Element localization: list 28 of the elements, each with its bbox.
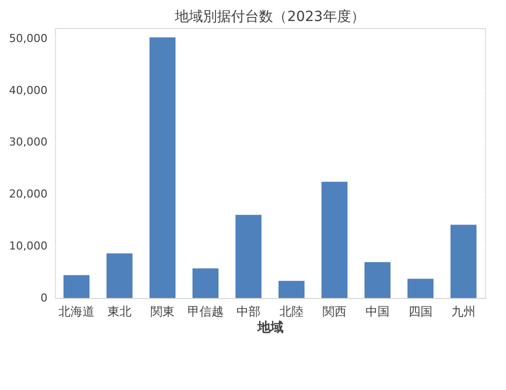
x-tick-label: 関西 (322, 304, 346, 318)
x-tick-label: 四国 (408, 304, 432, 318)
y-tick-label: 10,000 (9, 240, 48, 253)
x-tick-label: 北海道 (58, 304, 94, 318)
bar (408, 278, 434, 298)
y-tick-label: 20,000 (9, 188, 48, 201)
bar (192, 268, 218, 298)
bar (236, 214, 262, 298)
bar (106, 253, 132, 298)
bar (64, 275, 90, 298)
x-tick-label: 甲信越 (188, 304, 224, 318)
chart-title: 地域別据付台数（2023年度） (174, 9, 365, 25)
y-tick-label: 30,000 (9, 136, 48, 149)
y-tick-label: 40,000 (9, 84, 48, 97)
bar (150, 37, 176, 298)
x-tick-label: 中国 (366, 304, 390, 318)
x-tick-label: 北陸 (280, 304, 304, 318)
bar (278, 280, 304, 298)
x-tick-label: 東北 (108, 304, 132, 318)
bar (322, 182, 348, 298)
x-tick-label: 関東 (150, 304, 174, 318)
bar (450, 224, 476, 298)
x-axis-title: 地域 (256, 320, 284, 336)
y-tick-label: 50,000 (9, 32, 48, 45)
bar (364, 262, 390, 298)
y-tick-label: 0 (40, 292, 48, 304)
x-tick-label: 中部 (236, 304, 260, 318)
x-tick-label: 九州 (452, 304, 476, 318)
